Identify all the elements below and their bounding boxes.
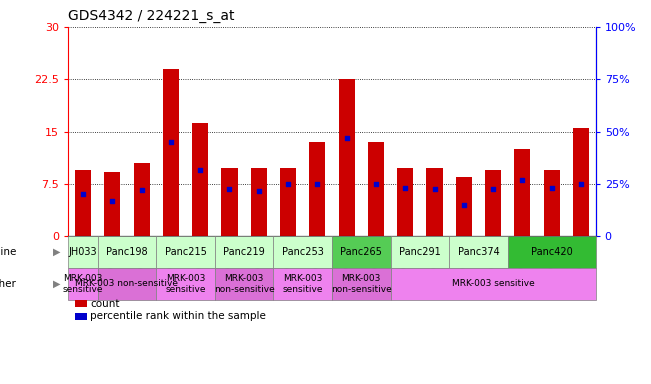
Point (195, 167, 206, 173)
Text: Panc219: Panc219 (223, 247, 265, 257)
Text: other: other (0, 279, 16, 289)
Bar (133, 163, 150, 236)
Bar (339, 79, 355, 236)
Text: Panc265: Panc265 (340, 247, 382, 257)
Bar (75, 170, 91, 236)
Point (547, 185, 557, 191)
Point (342, 135, 352, 141)
Bar (456, 177, 472, 236)
Text: MRK-003
sensitive: MRK-003 sensitive (283, 274, 323, 294)
Point (254, 188, 264, 194)
Text: ▶: ▶ (53, 247, 61, 257)
Point (488, 186, 499, 192)
Point (137, 187, 147, 193)
Bar (163, 69, 179, 236)
Point (458, 202, 469, 208)
Point (78, 191, 89, 197)
Text: Panc291: Panc291 (399, 247, 441, 257)
Text: MRK-003 non-sensitive: MRK-003 non-sensitive (76, 280, 178, 288)
Bar (309, 142, 326, 236)
Bar (368, 142, 384, 236)
Point (283, 181, 293, 187)
Text: Panc420: Panc420 (531, 247, 573, 257)
Text: Panc253: Panc253 (282, 247, 324, 257)
Bar (573, 128, 589, 236)
Bar (280, 168, 296, 236)
Point (107, 197, 117, 204)
Text: JH033: JH033 (69, 247, 97, 257)
Point (576, 181, 587, 187)
Text: Panc374: Panc374 (458, 247, 499, 257)
Point (400, 185, 411, 191)
Point (517, 177, 527, 183)
Point (312, 181, 323, 187)
Point (224, 186, 235, 192)
Text: MRK-003 sensitive: MRK-003 sensitive (452, 280, 534, 288)
Text: MRK-003
non-sensitive: MRK-003 non-sensitive (331, 274, 392, 294)
Text: cell line: cell line (0, 247, 16, 257)
Text: percentile rank within the sample: percentile rank within the sample (90, 311, 266, 321)
Bar (514, 149, 531, 236)
Text: MRK-003
sensitive: MRK-003 sensitive (62, 274, 104, 294)
Bar (426, 168, 443, 236)
Bar (251, 168, 267, 236)
Point (371, 181, 381, 187)
Bar (544, 170, 560, 236)
Text: MRK-003
non-sensitive: MRK-003 non-sensitive (214, 274, 275, 294)
Bar (192, 123, 208, 236)
Point (165, 139, 176, 145)
Text: Panc198: Panc198 (106, 247, 148, 257)
Bar (397, 168, 413, 236)
Text: GDS4342 / 224221_s_at: GDS4342 / 224221_s_at (68, 9, 235, 23)
Text: Panc215: Panc215 (165, 247, 206, 257)
Text: count: count (90, 299, 120, 309)
Bar (104, 172, 120, 236)
Bar (221, 168, 238, 236)
Text: MRK-003
sensitive: MRK-003 sensitive (165, 274, 206, 294)
Bar (485, 170, 501, 236)
Text: ▶: ▶ (53, 279, 61, 289)
Point (430, 186, 440, 192)
